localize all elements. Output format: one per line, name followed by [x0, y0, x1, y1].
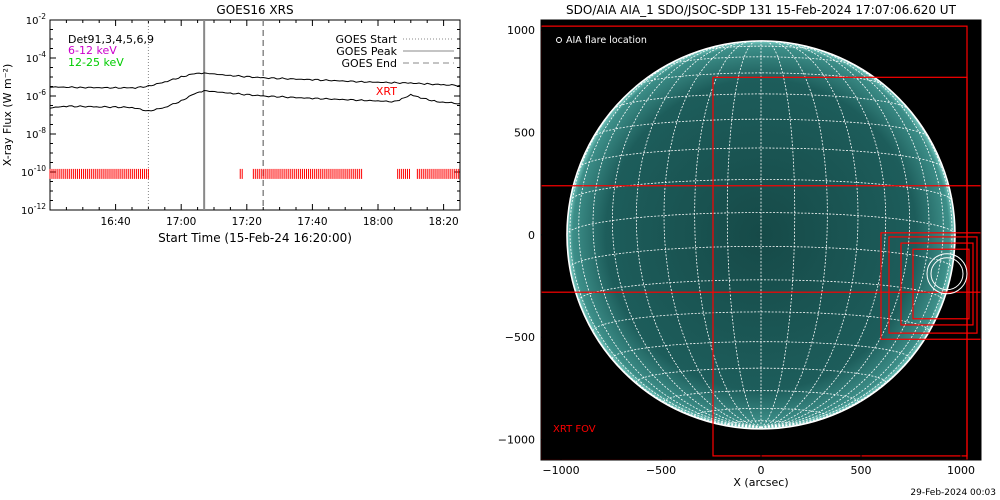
- map-y-tick-label: 500: [514, 127, 535, 140]
- heliographic-grid-line: [760, 41, 887, 428]
- heliographic-grid: [566, 40, 956, 428]
- goes-x-ticks: 16:40 17:00 17:20 17:40 18:00 18:20: [65, 20, 461, 228]
- goes-x-tick-label: 18:00: [363, 216, 393, 228]
- map-y-ticks: −1000 −500 0 500 1000: [498, 24, 547, 447]
- map-x-tick-label: −500: [646, 464, 676, 477]
- goes-y-tick-label: 10-8: [26, 126, 46, 141]
- heliographic-grid-line: [760, 50, 944, 428]
- goes-x-tick-label: 18:20: [428, 216, 458, 228]
- xrt-fov-boxes: [541, 25, 981, 460]
- solar-limb: [566, 40, 956, 430]
- map-x-tick-label: 0: [758, 464, 765, 477]
- xrt-coverage-bar: [49, 168, 460, 179]
- map-x-tick-label: −1000: [542, 464, 579, 477]
- heliographic-grid-line: [760, 72, 953, 428]
- heliographic-grid-line: [569, 179, 953, 201]
- heliographic-grid-line: [726, 40, 762, 428]
- aia-title: SDO/AIA AIA_1 SDO/JSOC-SDP 131 15-Feb-20…: [566, 3, 957, 17]
- goes-x-tick-label: 16:40: [100, 216, 130, 228]
- goes-y-tick-label: 10-12: [21, 202, 46, 217]
- xrt-fov-box: [880, 232, 981, 340]
- heliographic-grid-line: [569, 72, 762, 428]
- flare-circles: [926, 253, 968, 295]
- heliographic-grid-line: [694, 40, 762, 428]
- heliographic-grid-line: [760, 44, 930, 428]
- map-y-tick-label: 1000: [507, 24, 535, 37]
- legend-label-goes-start: GOES Start: [336, 33, 398, 46]
- heliographic-grid-line: [578, 50, 762, 428]
- goes-y-tick-label: 10-10: [21, 164, 46, 179]
- legend-label-goes-peak: GOES Peak: [336, 45, 397, 58]
- channel-label-12-25kev: 12-25 keV: [68, 56, 124, 69]
- goes-panel: GOES16 XRS 10-2 10-4 10-6 10-8 10-10 10-12 16…: [1, 3, 461, 245]
- map-y-tick-label: −1000: [498, 434, 535, 447]
- flare-location-legend-icon: [556, 37, 562, 43]
- heliographic-grid-line: [592, 44, 762, 428]
- channel-label-detectors: Det91,3,4,5,6,9: [68, 33, 154, 46]
- heliographic-grid-line: [665, 56, 857, 67]
- heliographic-grid-line: [760, 40, 796, 428]
- heliographic-grid-line: [611, 43, 762, 428]
- goes-x-axis-label: Start Time (15-Feb-24 16:20:00): [158, 231, 352, 245]
- goes-legend: GOES Start GOES Peak GOES End: [336, 33, 454, 70]
- map-x-ticks: −1000 −500 0 500 1000: [542, 454, 975, 477]
- flare-location-circle: [926, 253, 968, 295]
- goes-x-tick-label: 17:20: [232, 216, 262, 228]
- xrt-fov-box: [912, 248, 970, 320]
- xrt-fov-box: [888, 236, 978, 334]
- heliographic-grid-line: [635, 41, 762, 428]
- aia-panel: SDO/AIA AIA_1 SDO/JSOC-SDP 131 15-Feb-20…: [498, 3, 982, 489]
- goes-title: GOES16 XRS: [216, 3, 293, 17]
- heliographic-grid-line: [592, 311, 930, 332]
- map-x-axis-label: X (arcsec): [733, 476, 788, 489]
- goes-flux-series-1: [49, 72, 461, 90]
- goes-y-tick-label: 10-6: [26, 88, 46, 103]
- heliographic-grid-line: [698, 45, 824, 52]
- xrt-fov-box: [541, 185, 981, 293]
- goes-y-tick-label: 10-2: [26, 12, 46, 27]
- map-x-tick-label: 500: [851, 464, 872, 477]
- goes-event-lines: [147, 20, 264, 210]
- heliographic-grid-line: [760, 40, 828, 428]
- flare-location-legend-label: AIA flare location: [566, 35, 647, 46]
- goes-x-tick-label: 17:00: [166, 216, 196, 228]
- xrt-annotation: XRT: [376, 85, 397, 98]
- goes-y-tick-label: 10-4: [26, 50, 46, 65]
- heliographic-grid-line: [760, 43, 911, 428]
- map-y-tick-label: 0: [528, 229, 535, 242]
- footer-timestamp: 29-Feb-2024 00:03: [910, 488, 996, 498]
- goes-x-tick-label: 17:40: [297, 216, 327, 228]
- heliographic-grid-line: [637, 72, 885, 86]
- xrt-fov-label: XRT FOV: [553, 424, 596, 435]
- map-y-tick-label: −500: [505, 331, 535, 344]
- legend-label-goes-end: GOES End: [341, 57, 397, 70]
- goes-y-axis-label: X-ray Flux (W m⁻²): [1, 64, 14, 166]
- heliographic-grid-line: [612, 93, 910, 110]
- goes-flux-series-2: [49, 89, 461, 112]
- xrt-fov-box: [712, 76, 968, 457]
- channel-label-6-12kev: 6-12 keV: [68, 44, 117, 57]
- flare-location-circle: [930, 257, 964, 291]
- map-x-tick-label: 1000: [947, 464, 975, 477]
- heliographic-grid-line: [593, 118, 929, 138]
- xrt-fov-box: [900, 242, 974, 326]
- goes-series-group: [49, 72, 461, 112]
